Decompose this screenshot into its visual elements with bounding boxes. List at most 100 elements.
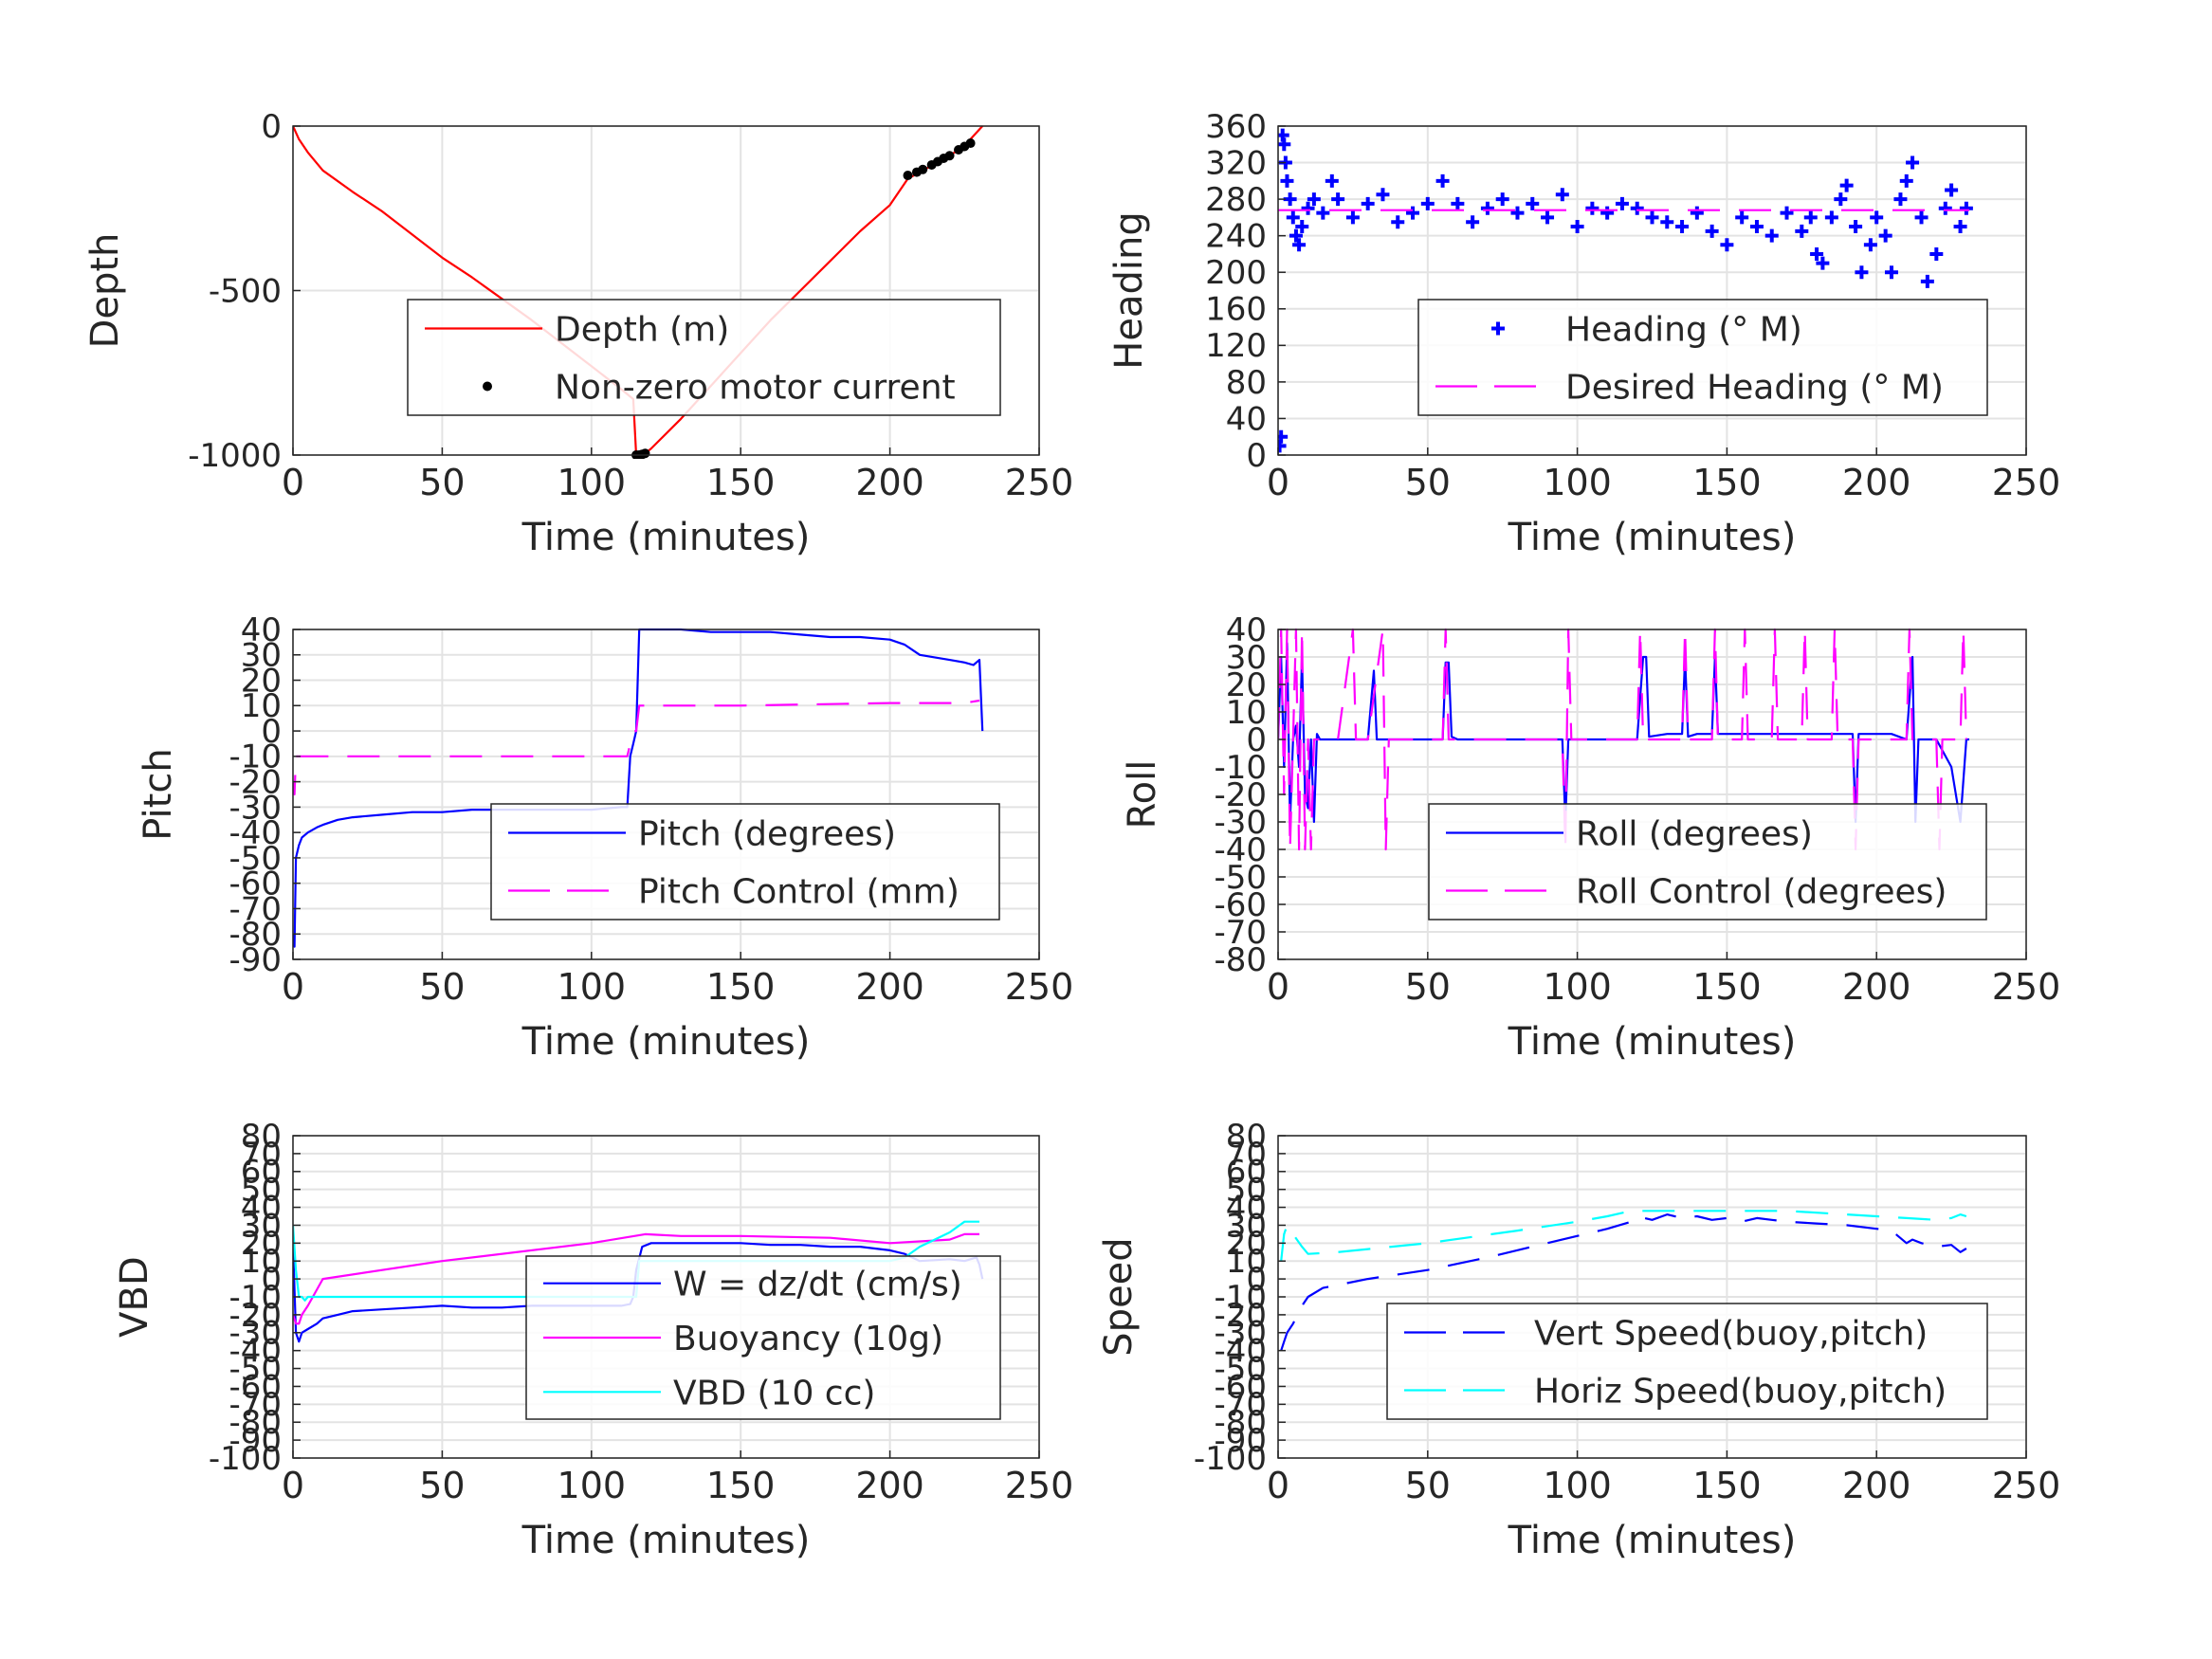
y-tick-label: 120 (1205, 327, 1267, 365)
y-tick-label: -50 (229, 840, 282, 878)
data-point (1816, 256, 1830, 270)
data-point (1391, 215, 1405, 229)
data-point (1541, 210, 1555, 225)
y-tick-label: 30 (1226, 1207, 1267, 1245)
x-tick-label: 200 (855, 462, 924, 503)
series-line-pitch-0 (293, 628, 984, 948)
x-tick-label: 150 (1692, 1465, 1762, 1506)
data-point (1870, 210, 1884, 225)
data-point (1938, 201, 1952, 215)
data-point (1526, 196, 1540, 210)
x-tick-label: 100 (558, 462, 627, 503)
legend-box (407, 299, 1001, 416)
data-point (1660, 215, 1674, 229)
data-point (1839, 178, 1854, 192)
data-point (1615, 196, 1629, 210)
y-tick-label: 40 (241, 1189, 282, 1227)
data-point (1435, 173, 1450, 188)
x-tick-label: 150 (1692, 966, 1762, 1008)
y-axis-label: Depth (83, 233, 127, 349)
legend-entry-label: W = dz/dt (cm/s) (673, 1266, 962, 1304)
y-tick-label: -20 (229, 1297, 282, 1335)
y-tick-label: -30 (1214, 1315, 1267, 1353)
y-tick-label: -20 (229, 764, 282, 802)
x-tick-label: 250 (1005, 966, 1074, 1008)
legend-marker (1491, 321, 1505, 336)
data-point (1863, 238, 1877, 252)
panel-speed: 0 50 100 150 200 250-100-90-80-70-60-50-40-30… (1097, 1118, 2060, 1562)
data-point (1480, 201, 1494, 215)
data-point (1630, 201, 1644, 215)
x-axis-label: Time (minutes) (521, 1519, 811, 1562)
y-tick-label: -80 (229, 1404, 282, 1442)
y-tick-label: 0 (1246, 1261, 1267, 1299)
data-point (1585, 201, 1600, 215)
data-point (1953, 220, 1967, 234)
x-tick-label: 0 (1267, 462, 1289, 503)
data-point (1849, 220, 1863, 234)
x-tick-label: 250 (1992, 462, 2061, 503)
data-point (1466, 215, 1480, 229)
y-tick-label: -500 (209, 272, 282, 310)
data-point (1690, 206, 1704, 220)
y-tick-label: 40 (241, 611, 282, 649)
y-tick-label: 80 (1226, 364, 1267, 402)
data-point (1495, 192, 1509, 207)
legend-entry-label: Buoyancy (10g) (673, 1320, 943, 1358)
y-tick-label: -80 (1214, 1404, 1267, 1442)
y-tick-label: 50 (241, 1172, 282, 1210)
data-point (1735, 210, 1749, 225)
y-tick-label: 30 (241, 1207, 282, 1245)
x-tick-label: 0 (282, 462, 304, 503)
y-tick-label: -10 (229, 738, 282, 776)
y-tick-label: -1000 (188, 437, 282, 475)
y-tick-label: 60 (1226, 1154, 1267, 1192)
y-tick-label: -20 (1214, 776, 1267, 814)
x-tick-label: 0 (1267, 1465, 1289, 1506)
data-point (965, 138, 976, 149)
y-tick-label: 50 (1226, 1172, 1267, 1210)
x-tick-label: 250 (1005, 462, 1074, 503)
data-point (1810, 246, 1824, 261)
x-tick-label: 250 (1005, 1465, 1074, 1506)
data-point (1510, 206, 1525, 220)
data-point (1325, 173, 1339, 188)
legend-entry-label: Roll (degrees) (1576, 815, 1813, 854)
data-point (1749, 220, 1764, 234)
data-point (1420, 196, 1435, 210)
x-axis-label: Time (minutes) (521, 516, 811, 559)
y-tick-label: 70 (241, 1136, 282, 1174)
y-tick-label: 80 (241, 1118, 282, 1156)
legend-entry-label: Heading (° M) (1565, 311, 1802, 350)
y-tick-label: -50 (1214, 1350, 1267, 1388)
data-point (1376, 188, 1390, 202)
data-point (1899, 173, 1913, 188)
x-axis-label: Time (minutes) (1508, 1020, 1797, 1064)
legend-entry-label: Pitch (degrees) (638, 815, 896, 854)
data-point (1278, 429, 1289, 444)
legend-entry-label: Non-zero motor current (555, 369, 956, 408)
data-point (1893, 192, 1908, 207)
data-point (1780, 206, 1794, 220)
legend-box (1386, 1303, 1988, 1420)
data-point (1914, 210, 1929, 225)
data-point (1555, 188, 1569, 202)
y-tick-label: 40 (1226, 1189, 1267, 1227)
x-tick-label: 200 (855, 1465, 924, 1506)
y-tick-label: -70 (229, 1386, 282, 1424)
y-tick-label: 70 (1226, 1136, 1267, 1174)
y-tick-label: -60 (229, 866, 282, 903)
data-point (1824, 210, 1838, 225)
y-tick-label: -70 (229, 890, 282, 928)
y-axis-label: Pitch (137, 748, 180, 840)
panel-roll: 0 50 100 150 200 250-80-70-60-50-40-30-20-100… (1121, 611, 2060, 1064)
legend-entry-label: Pitch Control (mm) (638, 873, 960, 912)
data-point (1834, 192, 1848, 207)
y-tick-label: 280 (1205, 181, 1267, 219)
y-tick-label: 200 (1205, 254, 1267, 292)
x-tick-label: 150 (706, 966, 776, 1008)
x-tick-label: 0 (1267, 966, 1289, 1008)
y-tick-label: -90 (229, 941, 282, 979)
